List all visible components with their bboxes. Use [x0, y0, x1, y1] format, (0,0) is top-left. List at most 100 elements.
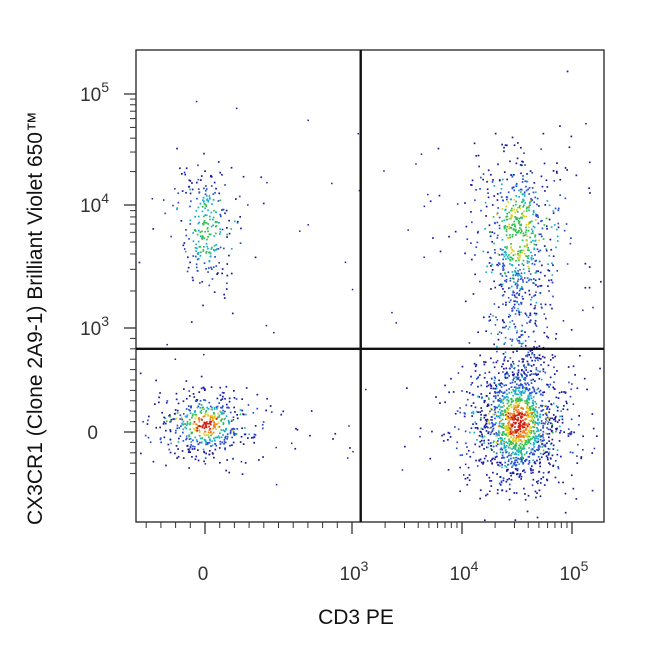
- data-point: [506, 215, 509, 218]
- data-point: [484, 426, 486, 429]
- data-point: [512, 290, 514, 293]
- data-point: [481, 444, 483, 446]
- data-point: [514, 441, 517, 443]
- data-point: [199, 231, 202, 233]
- data-point: [494, 411, 497, 414]
- data-point: [514, 448, 517, 450]
- data-point: [233, 432, 236, 435]
- data-point: [493, 303, 496, 305]
- data-point: [500, 406, 502, 408]
- data-point: [504, 377, 507, 379]
- data-point: [514, 426, 516, 428]
- data-point: [528, 278, 531, 281]
- data-point: [526, 262, 529, 264]
- data-point: [480, 427, 483, 430]
- data-point: [557, 481, 560, 484]
- data-point: [523, 392, 526, 394]
- data-point: [214, 256, 216, 258]
- data-point: [555, 396, 558, 399]
- data-point: [522, 298, 524, 300]
- data-point: [535, 312, 538, 315]
- data-point: [533, 330, 535, 333]
- data-point: [542, 409, 545, 411]
- data-point: [178, 437, 180, 440]
- data-point: [498, 400, 501, 402]
- data-point: [513, 307, 516, 309]
- data-point: [480, 431, 482, 434]
- data-point: [219, 394, 222, 397]
- data-point: [499, 448, 502, 451]
- data-point: [483, 448, 485, 450]
- data-point: [483, 401, 486, 404]
- data-point: [547, 428, 550, 431]
- x-tick-label: 0: [198, 564, 209, 585]
- data-point: [253, 441, 255, 444]
- data-point: [548, 452, 550, 455]
- data-point: [229, 444, 231, 447]
- data-point: [522, 200, 524, 203]
- data-point: [502, 414, 505, 417]
- data-point: [520, 415, 522, 418]
- data-point: [163, 199, 165, 201]
- data-point: [258, 459, 260, 461]
- data-point: [494, 406, 497, 408]
- data-point: [224, 448, 226, 451]
- data-point: [499, 397, 501, 400]
- data-point: [528, 429, 530, 432]
- data-point: [429, 200, 432, 203]
- data-point: [499, 425, 502, 428]
- data-point: [241, 473, 244, 475]
- data-point: [235, 107, 238, 110]
- data-point: [509, 431, 512, 433]
- data-point: [449, 436, 452, 438]
- data-point: [542, 453, 545, 456]
- data-point: [500, 398, 503, 401]
- data-point: [511, 258, 514, 261]
- data-point: [542, 391, 544, 394]
- data-point: [496, 434, 499, 437]
- data-point: [535, 215, 538, 218]
- data-point: [480, 393, 483, 395]
- data-point: [526, 410, 529, 413]
- data-point: [539, 358, 542, 360]
- data-point: [515, 387, 517, 389]
- data-point: [224, 437, 226, 439]
- x-axis-label: CD3 PE: [318, 606, 394, 629]
- data-point: [447, 469, 450, 471]
- data-point: [534, 307, 536, 309]
- data-point: [244, 462, 247, 464]
- data-point: [493, 242, 495, 245]
- data-point: [489, 383, 492, 386]
- data-point: [525, 383, 527, 386]
- data-point: [525, 313, 527, 315]
- data-point: [578, 424, 580, 426]
- data-point: [470, 184, 473, 186]
- data-point: [203, 152, 205, 155]
- data-point: [502, 303, 504, 305]
- data-point: [557, 467, 560, 470]
- data-point: [492, 471, 494, 474]
- data-point: [534, 234, 537, 237]
- data-point: [485, 205, 488, 208]
- data-point: [529, 432, 532, 435]
- data-point: [459, 407, 461, 409]
- data-point: [511, 248, 513, 251]
- data-point: [225, 415, 228, 417]
- data-point: [500, 413, 503, 415]
- data-point: [497, 437, 500, 440]
- data-point: [515, 432, 517, 434]
- data-point: [197, 222, 200, 225]
- data-point: [208, 251, 211, 254]
- data-point: [483, 457, 486, 460]
- data-point: [223, 439, 226, 441]
- data-point: [505, 205, 507, 208]
- data-point: [511, 207, 513, 210]
- x-tick-label: 103: [340, 558, 369, 585]
- data-point: [532, 225, 535, 228]
- data-point: [504, 351, 507, 353]
- data-point: [525, 407, 528, 409]
- data-point: [517, 432, 520, 434]
- data-point: [493, 405, 496, 408]
- data-point: [209, 420, 212, 423]
- data-point: [210, 225, 213, 228]
